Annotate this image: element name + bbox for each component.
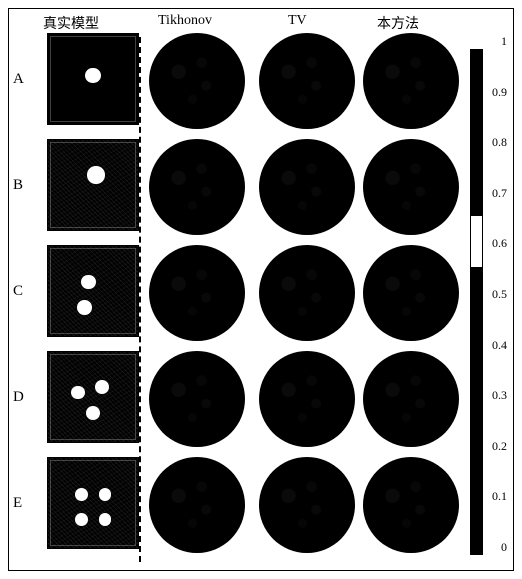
colorbar-tick: 0.4 bbox=[492, 338, 507, 353]
col-header-tv: TV bbox=[288, 13, 307, 29]
cell-C-tikhonov bbox=[149, 245, 245, 341]
cell-E-tikhonov bbox=[149, 457, 245, 553]
speckle-overlay bbox=[151, 247, 243, 339]
cell-C-tv bbox=[259, 245, 355, 341]
cell-B-truth bbox=[47, 139, 139, 231]
speckle-overlay bbox=[365, 459, 457, 551]
cell-B-ours bbox=[363, 139, 459, 235]
colorbar-tick: 0.1 bbox=[492, 489, 507, 504]
row-label-E: E bbox=[13, 495, 22, 512]
col-header-truth: 真实模型 bbox=[43, 13, 99, 33]
col-header-tikhonov: Tikhonov bbox=[158, 13, 212, 29]
speckle-overlay bbox=[261, 141, 353, 233]
noise-texture bbox=[48, 458, 138, 548]
row-label-B: B bbox=[13, 177, 23, 194]
colorbar-tick: 0.8 bbox=[492, 135, 507, 150]
cell-A-truth bbox=[47, 33, 139, 125]
colorbar-tick: 0.6 bbox=[492, 236, 507, 251]
target-dot bbox=[75, 513, 88, 526]
cell-A-tikhonov bbox=[149, 33, 245, 129]
cell-A-ours bbox=[363, 33, 459, 129]
speckle-overlay bbox=[151, 35, 243, 127]
cell-B-tikhonov bbox=[149, 139, 245, 235]
colorbar-tick: 0.3 bbox=[492, 388, 507, 403]
target-dot bbox=[95, 380, 109, 394]
cell-B-tv bbox=[259, 139, 355, 235]
target-dot bbox=[71, 386, 85, 400]
cell-E-truth bbox=[47, 457, 139, 549]
col-header-ours: 本方法 bbox=[377, 13, 419, 33]
colorbar bbox=[470, 49, 483, 555]
speckle-overlay bbox=[151, 353, 243, 445]
colorbar-tick: 0.2 bbox=[492, 439, 507, 454]
speckle-overlay bbox=[261, 247, 353, 339]
colorbar-tick: 0.9 bbox=[492, 85, 507, 100]
cell-C-ours bbox=[363, 245, 459, 341]
colorbar-gap bbox=[471, 216, 482, 266]
colorbar-tick: 0.5 bbox=[492, 287, 507, 302]
target-dot bbox=[75, 488, 88, 501]
cell-D-tv bbox=[259, 351, 355, 447]
row-label-A: A bbox=[13, 71, 24, 88]
vertical-divider bbox=[139, 37, 141, 562]
colorbar-tick: 0 bbox=[501, 540, 507, 555]
speckle-overlay bbox=[365, 141, 457, 233]
target-dot bbox=[77, 300, 92, 315]
row-labels: A B C D E bbox=[13, 9, 31, 570]
cell-A-tv bbox=[259, 33, 355, 129]
speckle-overlay bbox=[261, 35, 353, 127]
target-dot bbox=[86, 406, 100, 420]
column-headers: 真实模型 Tikhonov TV 本方法 bbox=[9, 13, 513, 33]
cell-C-truth bbox=[47, 245, 139, 337]
speckle-overlay bbox=[151, 141, 243, 233]
noise-texture bbox=[48, 352, 138, 442]
cell-D-tikhonov bbox=[149, 351, 245, 447]
target-dot bbox=[87, 166, 104, 183]
target-dot bbox=[99, 488, 112, 501]
cell-D-ours bbox=[363, 351, 459, 447]
cell-E-ours bbox=[363, 457, 459, 553]
speckle-overlay bbox=[365, 353, 457, 445]
speckle-overlay bbox=[261, 353, 353, 445]
figure-grid: 真实模型 Tikhonov TV 本方法 A B C D E 1 0.9 0.8 0.… bbox=[8, 8, 514, 571]
speckle-overlay bbox=[151, 459, 243, 551]
cell-D-truth bbox=[47, 351, 139, 443]
speckle-overlay bbox=[365, 247, 457, 339]
speckle-overlay bbox=[365, 35, 457, 127]
target-dot bbox=[99, 513, 112, 526]
row-label-C: C bbox=[13, 283, 23, 300]
noise-texture bbox=[48, 246, 138, 336]
target-dot bbox=[85, 68, 101, 84]
colorbar-tick: 1 bbox=[501, 34, 507, 49]
cell-E-tv bbox=[259, 457, 355, 553]
noise-texture bbox=[48, 140, 138, 230]
target-dot bbox=[81, 275, 96, 290]
speckle-overlay bbox=[261, 459, 353, 551]
row-label-D: D bbox=[13, 389, 24, 406]
colorbar-tick: 0.7 bbox=[492, 186, 507, 201]
